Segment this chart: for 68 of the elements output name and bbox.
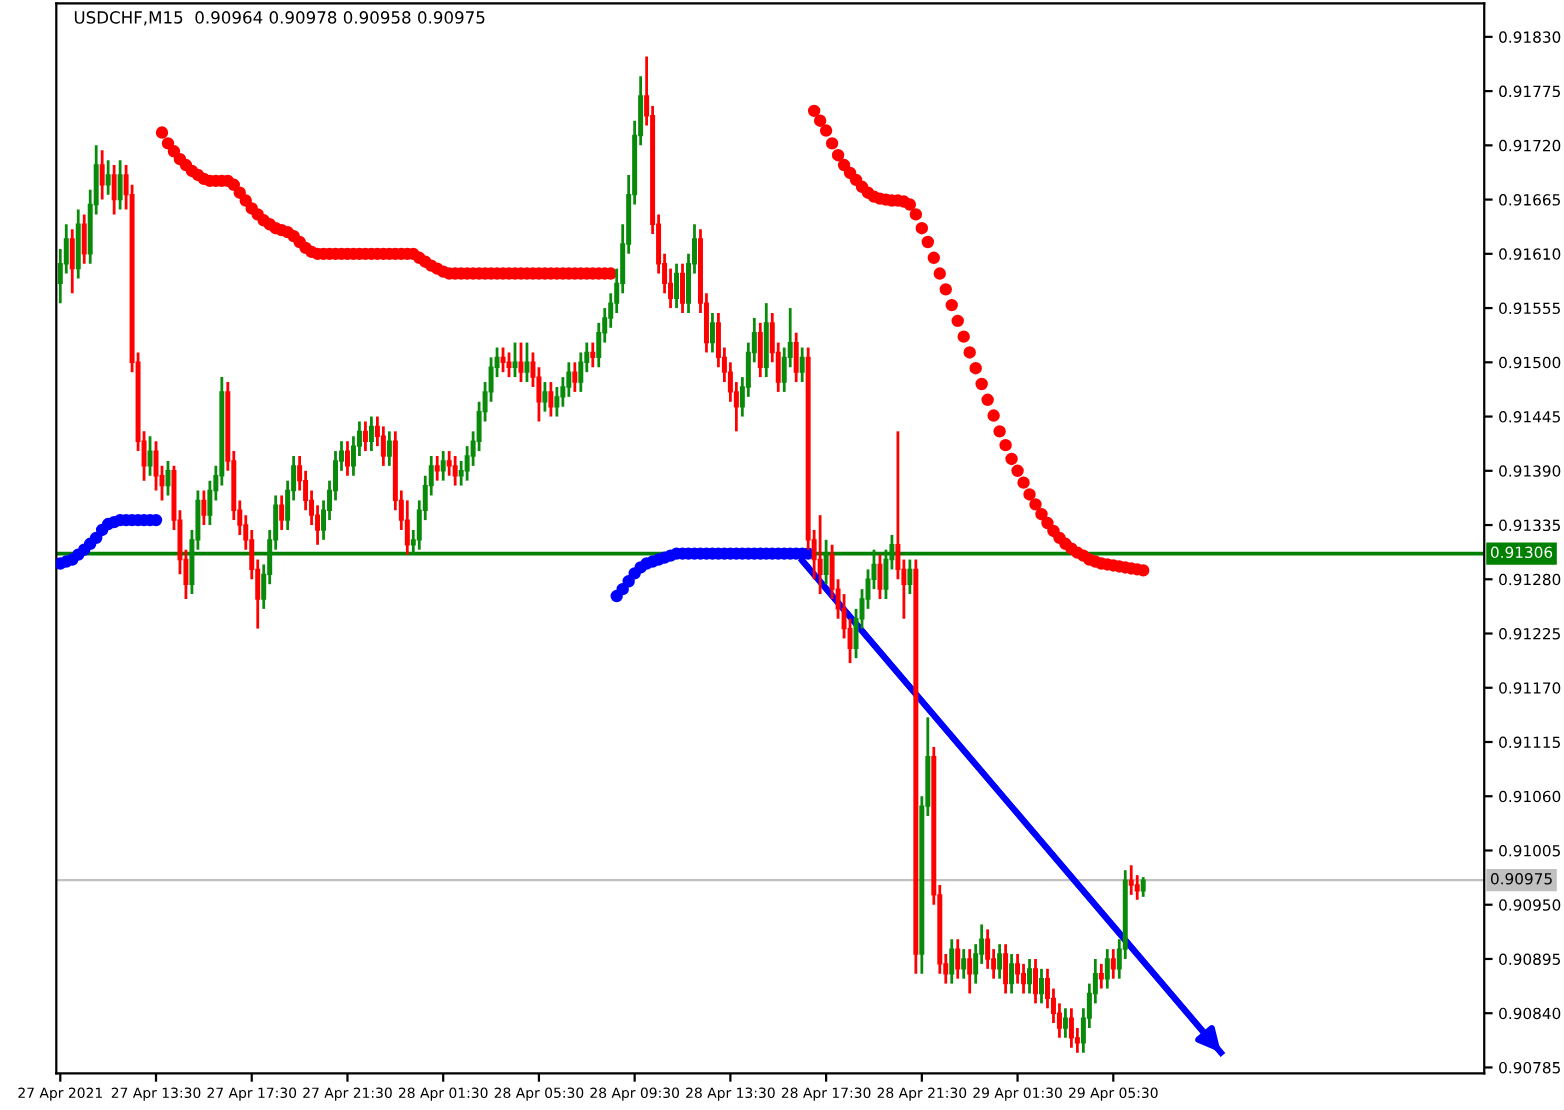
- candlestick: [201, 489, 207, 527]
- candlestick: [542, 380, 548, 414]
- candlestick: [452, 454, 458, 487]
- candlestick: [1003, 942, 1009, 995]
- candlestick: [985, 927, 991, 971]
- candlestick: [955, 937, 961, 981]
- point: [616, 582, 629, 596]
- candlestick: [1062, 1006, 1068, 1040]
- candlestick: [1110, 947, 1116, 981]
- candlestick: [961, 947, 967, 981]
- candlestick: [566, 360, 572, 399]
- candlestick: [1140, 875, 1146, 899]
- candlestick: [69, 227, 75, 295]
- candlestick: [105, 158, 111, 197]
- candlestick: [1009, 952, 1015, 995]
- candlestick: [165, 459, 171, 497]
- candlestick: [949, 937, 955, 986]
- candlestick: [117, 158, 123, 211]
- candlestick: [674, 262, 680, 310]
- candlestick: [147, 434, 153, 478]
- candlestick: [153, 439, 159, 492]
- candlestick: [446, 449, 452, 478]
- candlestick: [524, 341, 530, 384]
- candlestick: [793, 331, 799, 384]
- candlestick: [1098, 962, 1104, 990]
- candlestick: [578, 351, 584, 394]
- candlestick: [572, 360, 578, 394]
- candlestick: [99, 148, 105, 201]
- candlestick: [1021, 962, 1027, 995]
- candlestick: [434, 454, 440, 483]
- candlestick: [590, 341, 596, 369]
- candlestick: [440, 449, 446, 483]
- candlestick: [548, 380, 554, 418]
- candlestick: [1128, 863, 1134, 897]
- candlestick: [1104, 947, 1110, 990]
- candlestick: [362, 420, 368, 453]
- candlestick: [877, 553, 883, 601]
- candlestick: [967, 947, 973, 995]
- candlestick: [500, 346, 506, 374]
- candlestick: [907, 558, 913, 596]
- candlestick: [344, 439, 350, 478]
- candlestick: [404, 498, 410, 557]
- candlestick: [81, 212, 87, 266]
- candlestick: [75, 208, 81, 280]
- candlestick: [386, 429, 392, 468]
- candlestick: [1068, 1006, 1074, 1050]
- candlestick: [817, 513, 823, 596]
- candlestick: [1134, 873, 1140, 902]
- point: [622, 575, 635, 588]
- candlestick: [279, 494, 285, 532]
- candlestick: [763, 301, 769, 379]
- candlestick: [680, 262, 686, 315]
- candlestick: [709, 311, 715, 354]
- candlestick: [111, 163, 117, 216]
- candlestick: [380, 425, 386, 468]
- candlestick: [1015, 952, 1021, 986]
- candlestick: [518, 341, 524, 384]
- candlestick: [997, 942, 1003, 981]
- candlestick: [506, 351, 512, 379]
- candlestick: [757, 321, 763, 379]
- candlestick: [554, 385, 560, 418]
- candlestick: [1027, 957, 1033, 995]
- candlestick: [368, 415, 374, 453]
- candlestick: [1039, 967, 1044, 1005]
- point: [89, 531, 103, 545]
- candlestick: [1033, 957, 1039, 1005]
- chart-title: USDCHF,M15 0.90964 0.90978 0.90958 0.90975: [74, 11, 485, 26]
- candlestick: [799, 346, 805, 384]
